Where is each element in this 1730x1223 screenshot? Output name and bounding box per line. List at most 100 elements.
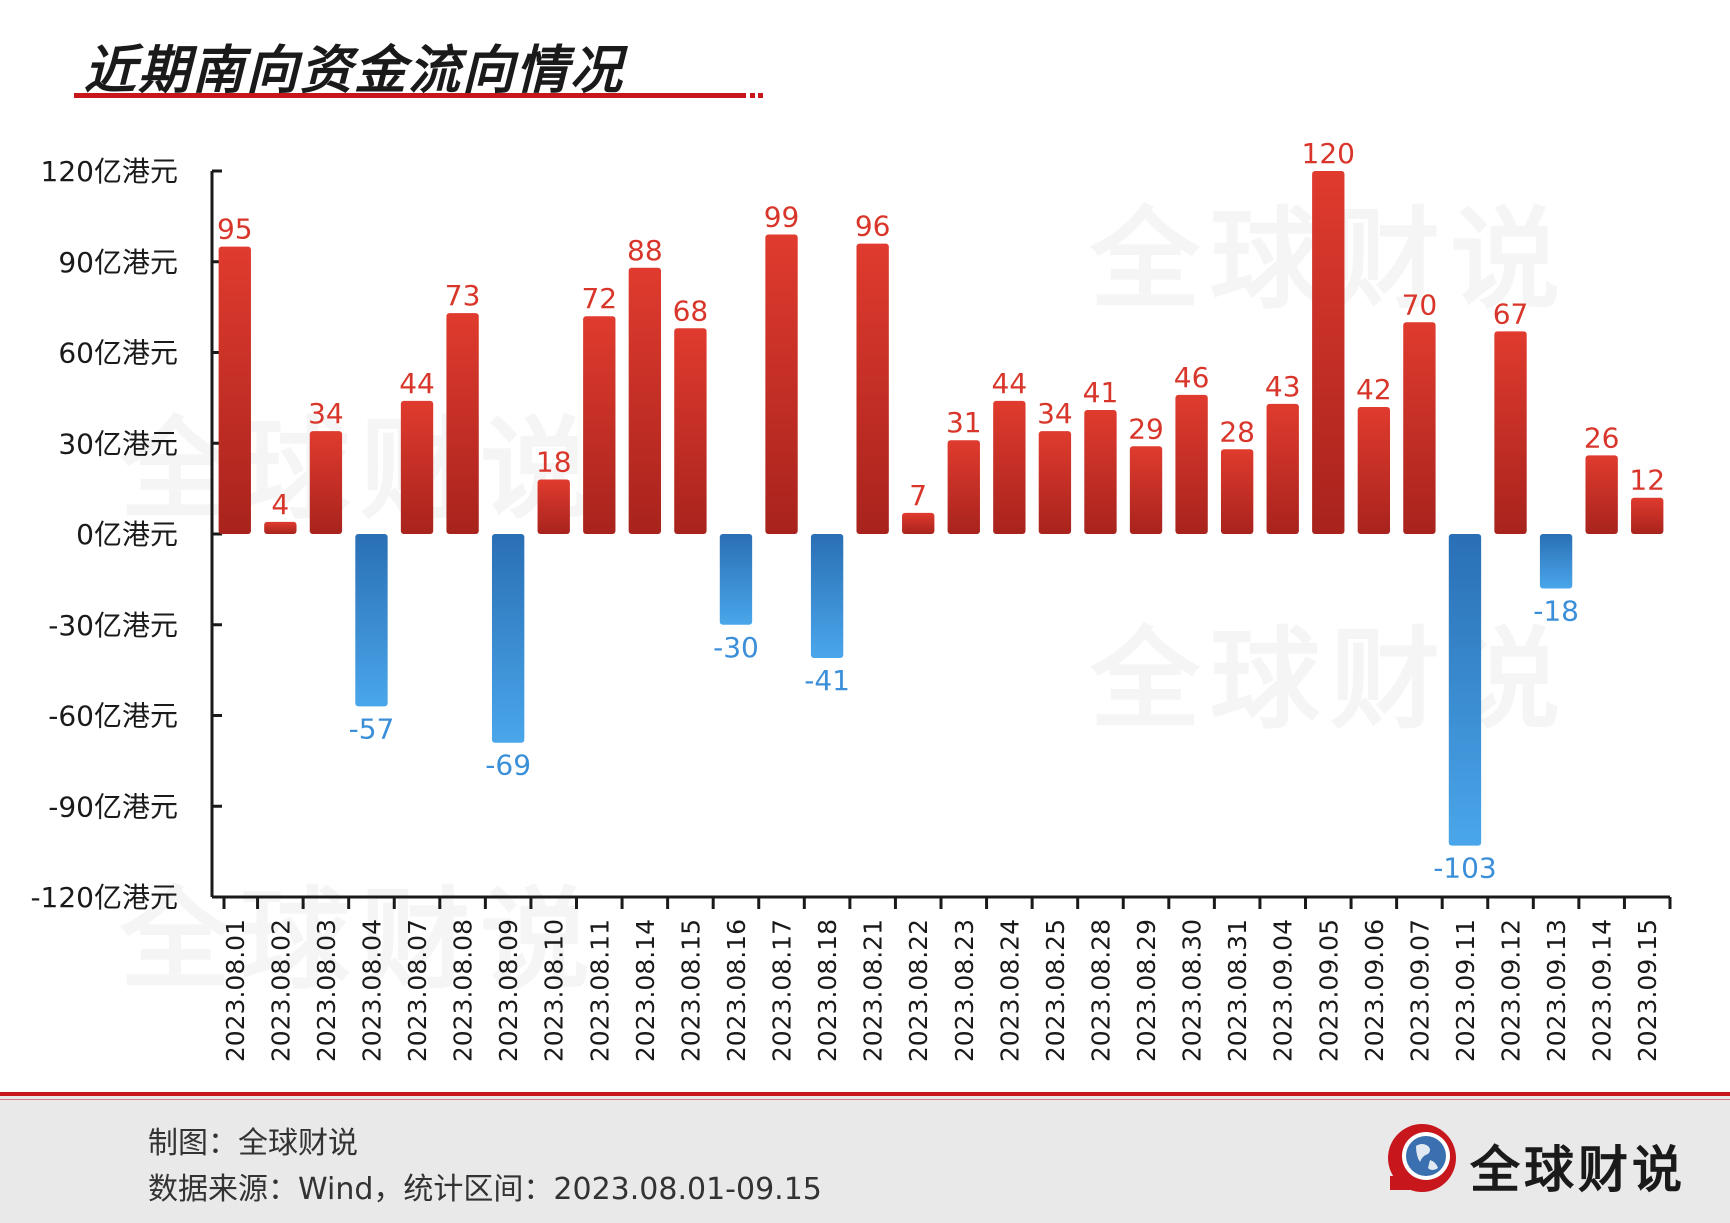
y-tick-label: -30亿港元 xyxy=(48,609,178,642)
bar-2023.08.16 xyxy=(719,534,753,625)
bar-2023.08.25 xyxy=(1038,431,1072,534)
x-axis: 2023.08.01 2023.08.02 2023.08.03 2023.08.04… xyxy=(212,895,1672,1062)
x-tick-label: 2023.08.03 xyxy=(312,919,341,1062)
bar-2023.09.06 xyxy=(1357,406,1391,534)
y-tick-label: -60亿港元 xyxy=(48,700,178,733)
x-tick-label: 2023.08.25 xyxy=(1041,919,1070,1062)
bar-2023.08.03 xyxy=(309,431,343,534)
x-tick-label: 2023.09.13 xyxy=(1542,919,1571,1062)
data-label: 41 xyxy=(1083,376,1119,409)
bar-2023.09.07 xyxy=(1403,322,1436,534)
bar-2023.08.09 xyxy=(491,534,525,743)
bar-2023.08.04 xyxy=(355,534,388,707)
bar-2023.08.07 xyxy=(400,400,434,534)
data-label: 34 xyxy=(308,397,344,430)
x-tick-label: 2023.08.15 xyxy=(676,919,705,1062)
x-tick-label: 2023.08.31 xyxy=(1223,919,1252,1062)
bar-2023.08.24 xyxy=(993,400,1026,534)
bar-2023.08.11 xyxy=(583,316,616,534)
bar-2023.09.05 xyxy=(1312,171,1345,534)
bar-2023.08.18 xyxy=(810,534,844,659)
x-tick-label: 2023.09.14 xyxy=(1588,919,1617,1062)
page-title: 近期南向资金流向情况 xyxy=(84,41,625,101)
bar-2023.09.11 xyxy=(1448,534,1482,846)
x-tick-label: 2023.09.07 xyxy=(1405,919,1434,1062)
data-label: 44 xyxy=(992,367,1028,400)
x-tick-label: 2023.09.12 xyxy=(1497,919,1526,1062)
data-label: 28 xyxy=(1219,415,1255,448)
x-tick-label: 2023.08.07 xyxy=(403,919,432,1062)
data-labels: 95434-574473-6918728868-3099-41967314434… xyxy=(217,137,1665,885)
x-tick-label: 2023.08.10 xyxy=(540,919,569,1062)
x-tick-label: 2023.08.18 xyxy=(813,919,842,1062)
bar-2023.08.17 xyxy=(765,234,798,534)
data-label: 42 xyxy=(1356,373,1392,406)
x-tick-label: 2023.08.08 xyxy=(449,919,478,1062)
y-tick-label: 30亿港元 xyxy=(58,427,178,460)
y-tick-label: -90亿港元 xyxy=(48,790,178,823)
bar-2023.08.01 xyxy=(218,246,251,534)
bar-2023.08.23 xyxy=(947,440,980,534)
bar-chart: 120亿港元 90亿港元 60亿港元 30亿港元 0亿港元 -30亿港元 -60亿港元 -90… xyxy=(30,137,1672,1062)
y-tick-label: 120亿港元 xyxy=(41,155,178,188)
data-label: 120 xyxy=(1302,137,1355,170)
x-tick-label: 2023.09.11 xyxy=(1451,919,1480,1062)
bar-2023.09.12 xyxy=(1494,331,1527,534)
bar-2023.08.15 xyxy=(674,328,707,534)
bar-2023.08.02 xyxy=(264,521,297,534)
bar-2023.09.04 xyxy=(1266,403,1299,534)
data-label: 96 xyxy=(855,210,891,243)
footer-source: 数据来源：Wind，统计区间：2023.08.01-09.15 xyxy=(148,1172,822,1207)
x-tick-label: 2023.08.28 xyxy=(1086,919,1115,1062)
x-tick-label: 2023.09.04 xyxy=(1269,919,1298,1062)
data-label: 67 xyxy=(1493,297,1529,330)
data-label: 7 xyxy=(909,479,927,512)
x-tick-label: 2023.08.21 xyxy=(859,919,888,1062)
bar-2023.08.10 xyxy=(537,479,570,534)
x-tick-label: 2023.08.01 xyxy=(221,919,250,1062)
bar-2023.09.15 xyxy=(1631,497,1664,534)
x-tick-label: 2023.09.06 xyxy=(1360,919,1389,1062)
data-label: 12 xyxy=(1629,464,1665,497)
data-label: -41 xyxy=(804,664,850,697)
x-tick-label: 2023.08.23 xyxy=(950,919,979,1062)
x-tick-label: 2023.08.24 xyxy=(995,919,1024,1062)
x-tick-label: 2023.08.22 xyxy=(904,919,933,1062)
data-label: 26 xyxy=(1584,421,1620,454)
x-tick-label: 2023.08.29 xyxy=(1132,919,1161,1062)
x-tick-label: 2023.08.14 xyxy=(631,919,660,1062)
data-label: 34 xyxy=(1037,397,1073,430)
data-label: 68 xyxy=(673,294,709,327)
data-label: 99 xyxy=(764,201,800,234)
x-tick-label: 2023.08.11 xyxy=(585,919,614,1062)
x-tick-label: 2023.08.09 xyxy=(494,919,523,1062)
bar-2023.08.28 xyxy=(1084,409,1117,534)
bar-2023.08.30 xyxy=(1175,394,1208,534)
bars xyxy=(218,171,1664,846)
footer-divider xyxy=(0,1099,1730,1100)
header: 近期南向资金流向情况 xyxy=(0,0,1730,110)
data-label: 88 xyxy=(627,234,663,267)
footer-maker: 制图：全球财说 xyxy=(148,1126,358,1161)
globe-logo-icon xyxy=(1388,1124,1456,1192)
data-label: 44 xyxy=(399,367,435,400)
title-underline-dot xyxy=(750,93,755,98)
data-label: 4 xyxy=(271,488,289,521)
bar-2023.09.13 xyxy=(1539,534,1573,589)
x-tick-label: 2023.09.05 xyxy=(1314,919,1343,1062)
data-label: -103 xyxy=(1433,852,1497,885)
data-label: 72 xyxy=(581,282,617,315)
y-tick-label: 0亿港元 xyxy=(76,518,178,551)
x-tick-label: 2023.08.16 xyxy=(722,919,751,1062)
bar-2023.08.31 xyxy=(1220,449,1254,534)
data-label: 73 xyxy=(445,279,481,312)
data-label: 46 xyxy=(1174,361,1210,394)
bar-2023.08.14 xyxy=(628,267,662,534)
data-label: 18 xyxy=(536,446,572,479)
data-label: 29 xyxy=(1128,412,1164,445)
logo-text: 全球财说 xyxy=(1470,1141,1686,1199)
y-axis: 120亿港元 90亿港元 60亿港元 30亿港元 0亿港元 -30亿港元 -60亿港元 -90… xyxy=(30,155,222,914)
data-label: 43 xyxy=(1265,370,1301,403)
x-tick-label: 2023.08.04 xyxy=(357,919,386,1062)
y-tick-label: 90亿港元 xyxy=(58,246,178,279)
